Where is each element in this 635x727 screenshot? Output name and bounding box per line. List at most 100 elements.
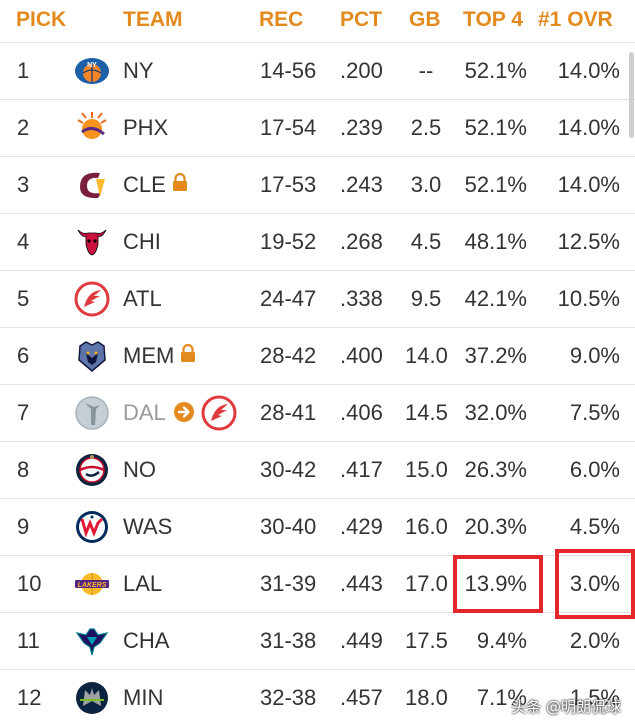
header-top4: TOP 4 <box>463 8 523 31</box>
first-overall-odds: 3.0% <box>569 571 620 596</box>
record: 31-38 <box>260 628 317 653</box>
highlight-top4-lal <box>453 555 543 613</box>
team-abbr: CHI <box>123 229 161 254</box>
first-overall-odds: 2.0% <box>569 628 620 653</box>
win-pct: .243 <box>340 172 383 197</box>
header-team: TEAM <box>123 8 183 31</box>
cavaliers-logo-icon <box>74 167 110 203</box>
top4-odds: 13.9% <box>464 571 527 596</box>
pick-number: 6 <box>17 343 30 368</box>
win-pct: .406 <box>340 400 383 425</box>
team-abbr: LAL <box>123 571 163 596</box>
first-overall-odds: 7.5% <box>569 400 620 425</box>
first-overall-odds: 4.5% <box>569 514 620 539</box>
top4-odds: 26.3% <box>464 457 527 482</box>
table-row[interactable]: 11 CHA 31-38 .449 17.5 9.4% 2.0% <box>0 612 635 670</box>
team-name[interactable]: DAL <box>123 400 166 426</box>
first-overall-odds: 9.0% <box>569 343 620 368</box>
pick-number: 8 <box>17 457 30 482</box>
suns-logo-icon <box>74 110 110 146</box>
team-name[interactable]: MIN <box>123 685 163 711</box>
games-behind: 18.0 <box>405 685 448 710</box>
team-name[interactable]: CHA <box>123 628 169 654</box>
record: 28-41 <box>260 400 317 425</box>
team-abbr: MEM <box>123 343 175 368</box>
top4-odds: 52.1% <box>464 58 527 83</box>
header-rec: REC <box>259 8 304 31</box>
hawks-logo-icon <box>201 395 237 431</box>
record: 30-42 <box>260 457 317 482</box>
games-behind: 3.0 <box>410 172 442 197</box>
pick-number: 9 <box>17 514 30 539</box>
table-row[interactable]: 2 PHX 17-54 .239 2.5 52.1% 14.0% <box>0 99 635 157</box>
team-name[interactable]: CLE <box>123 172 188 198</box>
mavericks-logo-icon <box>74 395 110 431</box>
team-name[interactable]: PHX <box>123 115 168 141</box>
table-row[interactable]: 5 ATL 24-47 .338 9.5 42.1% 10.5% <box>0 270 635 328</box>
team-abbr: CLE <box>123 172 166 197</box>
first-overall-odds: 14.0% <box>557 58 620 83</box>
header-ovr: #1 OVR <box>538 8 613 31</box>
watermark: 头条 @明朗侃球 <box>511 698 621 716</box>
first-overall-odds: 12.5% <box>557 229 620 254</box>
win-pct: .457 <box>340 685 383 710</box>
pick-number: 2 <box>17 115 30 140</box>
hawks-logo-icon <box>74 281 110 317</box>
games-behind: 9.5 <box>410 286 442 311</box>
header-gb: GB <box>409 8 441 31</box>
team-abbr: NY <box>123 58 154 83</box>
table-row[interactable]: 6 MEM 28-42 .400 14.0 37.2% 9.0% <box>0 327 635 385</box>
team-name[interactable]: NO <box>123 457 156 483</box>
table-row[interactable]: 12 MIN 32-38 .457 18.0 7.1% 1.5% <box>0 669 635 727</box>
win-pct: .429 <box>340 514 383 539</box>
pick-number: 11 <box>17 628 40 653</box>
lock-icon <box>172 171 188 197</box>
table-row[interactable]: 1 NY NY 14-56 .200 -- 52.1% 14.0% <box>0 42 635 100</box>
games-behind: 17.5 <box>405 628 448 653</box>
table-row[interactable]: 8 NO 30-42 .417 15.0 26.3% 6.0% <box>0 441 635 499</box>
hornets-logo-icon <box>74 623 110 659</box>
top4-odds: 37.2% <box>464 343 527 368</box>
pick-number: 3 <box>17 172 30 197</box>
team-abbr: DAL <box>123 400 166 425</box>
lakers-logo-icon: LAKERS <box>74 566 110 602</box>
team-name[interactable]: NY <box>123 58 154 84</box>
win-pct: .200 <box>340 58 383 83</box>
header-pct: PCT <box>340 8 382 31</box>
first-overall-odds: 1.5% <box>569 685 620 710</box>
table-header: PICK TEAM REC PCT GB TOP 4 #1 OVR <box>0 0 635 42</box>
table-row[interactable]: 3 CLE 17-53 .243 3.0 52.1% 14.0% <box>0 156 635 214</box>
win-pct: .417 <box>340 457 383 482</box>
arrow-right-icon <box>173 401 195 423</box>
record: 31-39 <box>260 571 317 596</box>
table-row[interactable]: 4 CHI 19-52 .268 4.5 48.1% 12.5% <box>0 213 635 271</box>
team-name[interactable]: LAL <box>123 571 162 597</box>
table-row[interactable]: 10 LAKERS LAL 31-39 .443 17.0 13.9% 3.0% <box>0 555 635 613</box>
wizards-logo-icon <box>74 509 110 545</box>
top4-odds: 42.1% <box>464 286 527 311</box>
pick-number: 1 <box>17 58 30 83</box>
bulls-logo-icon <box>74 224 110 260</box>
svg-text:LAKERS: LAKERS <box>78 582 107 589</box>
team-abbr: WAS <box>123 514 173 539</box>
games-behind: 17.0 <box>405 571 448 596</box>
table-row[interactable]: 9 WAS 30-40 .429 16.0 20.3% 4.5% <box>0 498 635 556</box>
scroll-thumb[interactable] <box>629 52 634 138</box>
pick-number: 5 <box>17 286 30 311</box>
pick-number: 4 <box>17 229 30 254</box>
team-name[interactable]: WAS <box>123 514 172 540</box>
team-abbr: MIN <box>123 685 164 710</box>
table-row[interactable]: 7 DAL 28-41 .406 14.5 32.0% 7.5% <box>0 384 635 442</box>
team-name[interactable]: ATL <box>123 286 162 312</box>
svg-text:NY: NY <box>87 62 97 69</box>
top4-odds: 52.1% <box>464 115 527 140</box>
games-behind: -- <box>418 58 434 83</box>
team-name[interactable]: CHI <box>123 229 161 255</box>
games-behind: 14.5 <box>405 400 448 425</box>
first-overall-odds: 14.0% <box>557 172 620 197</box>
top4-odds: 7.1% <box>476 685 527 710</box>
team-name[interactable]: MEM <box>123 343 196 369</box>
first-overall-odds: 10.5% <box>557 286 620 311</box>
scrollbar[interactable] <box>627 0 635 725</box>
first-overall-odds: 14.0% <box>557 115 620 140</box>
